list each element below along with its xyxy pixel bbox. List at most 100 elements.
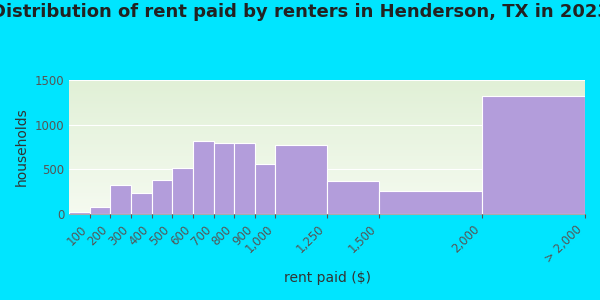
Bar: [69, 129, 585, 130]
Bar: [69, 202, 585, 203]
Bar: [69, 126, 585, 127]
Bar: [69, 111, 585, 112]
Bar: [69, 172, 585, 173]
Bar: [69, 112, 585, 113]
Bar: [172, 168, 193, 214]
Bar: [69, 199, 585, 200]
Bar: [69, 110, 585, 111]
Bar: [69, 125, 585, 126]
Bar: [69, 116, 585, 117]
Bar: [69, 174, 585, 175]
Bar: [69, 117, 585, 118]
Bar: [69, 178, 585, 179]
Bar: [69, 135, 585, 136]
Bar: [69, 150, 585, 151]
Bar: [69, 170, 585, 171]
Bar: [69, 167, 585, 168]
Bar: [69, 197, 585, 198]
Bar: [69, 102, 585, 103]
Bar: [69, 207, 585, 208]
Bar: [69, 195, 585, 196]
Bar: [69, 175, 585, 176]
Bar: [110, 185, 131, 214]
Bar: [69, 83, 585, 84]
Bar: [69, 163, 585, 164]
Bar: [69, 173, 585, 174]
Bar: [69, 184, 585, 185]
Bar: [214, 143, 234, 214]
Bar: [69, 124, 585, 125]
Bar: [255, 164, 275, 214]
Bar: [193, 141, 214, 214]
Bar: [69, 153, 585, 154]
Bar: [69, 196, 585, 197]
Bar: [69, 107, 585, 108]
Bar: [69, 149, 585, 150]
Bar: [69, 139, 585, 140]
Bar: [69, 121, 585, 122]
Bar: [69, 201, 585, 202]
Bar: [69, 194, 585, 195]
Bar: [69, 209, 585, 210]
Bar: [69, 82, 585, 83]
Bar: [69, 164, 585, 165]
Bar: [69, 131, 585, 132]
Bar: [69, 128, 585, 129]
Bar: [69, 200, 585, 201]
Bar: [69, 144, 585, 145]
Bar: [69, 189, 585, 190]
Bar: [69, 137, 585, 138]
Bar: [379, 191, 482, 214]
Bar: [69, 89, 585, 90]
Bar: [69, 191, 585, 192]
Y-axis label: households: households: [15, 108, 29, 186]
Bar: [69, 183, 585, 184]
Bar: [69, 212, 585, 213]
Bar: [482, 96, 585, 214]
Bar: [69, 140, 585, 141]
Bar: [275, 145, 327, 214]
Bar: [69, 115, 585, 116]
Bar: [152, 181, 172, 214]
Bar: [69, 97, 585, 98]
Bar: [69, 114, 585, 115]
Text: Distribution of rent paid by renters in Henderson, TX in 2023: Distribution of rent paid by renters in …: [0, 3, 600, 21]
Bar: [69, 123, 585, 124]
Bar: [69, 105, 585, 106]
Bar: [327, 181, 379, 214]
Bar: [69, 193, 585, 194]
Bar: [69, 159, 585, 160]
Bar: [69, 206, 585, 207]
Bar: [69, 186, 585, 187]
Bar: [69, 90, 585, 91]
Bar: [69, 205, 585, 206]
Bar: [69, 148, 585, 149]
Bar: [234, 143, 255, 214]
Bar: [69, 120, 585, 121]
Bar: [69, 119, 585, 120]
Bar: [69, 80, 585, 81]
Bar: [69, 160, 585, 161]
Bar: [69, 177, 585, 178]
Bar: [69, 176, 585, 177]
Bar: [69, 157, 585, 158]
Bar: [69, 99, 585, 100]
Bar: [69, 203, 585, 204]
Bar: [69, 108, 585, 109]
Bar: [69, 133, 585, 134]
Bar: [69, 98, 585, 99]
Bar: [69, 113, 585, 114]
Bar: [69, 142, 585, 143]
Bar: [69, 88, 585, 89]
Bar: [69, 213, 585, 214]
Bar: [131, 194, 152, 214]
Bar: [69, 147, 585, 148]
Bar: [69, 94, 585, 95]
Bar: [69, 210, 585, 211]
Bar: [69, 212, 89, 214]
Bar: [69, 101, 585, 102]
Bar: [69, 169, 585, 170]
Bar: [69, 182, 585, 183]
Bar: [69, 134, 585, 135]
Bar: [69, 179, 585, 180]
